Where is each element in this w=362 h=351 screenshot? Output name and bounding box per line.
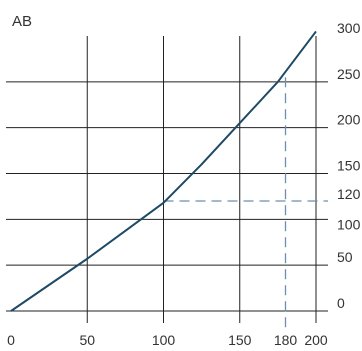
y-tick-label-150: 150	[337, 158, 361, 174]
reference-lines	[163, 77, 328, 329]
series	[10, 30, 317, 312]
x-tick-label-100: 100	[152, 332, 176, 348]
y-tick-label-50: 50	[337, 249, 353, 265]
y-tick-labels: 0 50 100 120 150 200 250 300	[337, 20, 361, 311]
y-tick-label-200: 200	[337, 112, 361, 128]
x-tick-label-50: 50	[79, 332, 95, 348]
y-tick-label-0: 0	[337, 295, 345, 311]
x-tick-label-180: 180	[274, 332, 298, 348]
x-tick-label-0: 0	[7, 332, 15, 348]
x-tick-label-150: 150	[228, 332, 252, 348]
x-tick-labels: 0 50 100 150 180 200	[7, 332, 328, 348]
y-tick-label-250: 250	[337, 66, 361, 82]
y-tick-label-300: 300	[337, 20, 361, 36]
y-axis-label: AB	[12, 13, 32, 30]
grid	[6, 36, 328, 323]
y-tick-label-120: 120	[337, 186, 361, 202]
y-tick-label-100: 100	[337, 216, 361, 232]
series-line-1	[10, 30, 317, 312]
x-tick-label-200: 200	[304, 332, 328, 348]
